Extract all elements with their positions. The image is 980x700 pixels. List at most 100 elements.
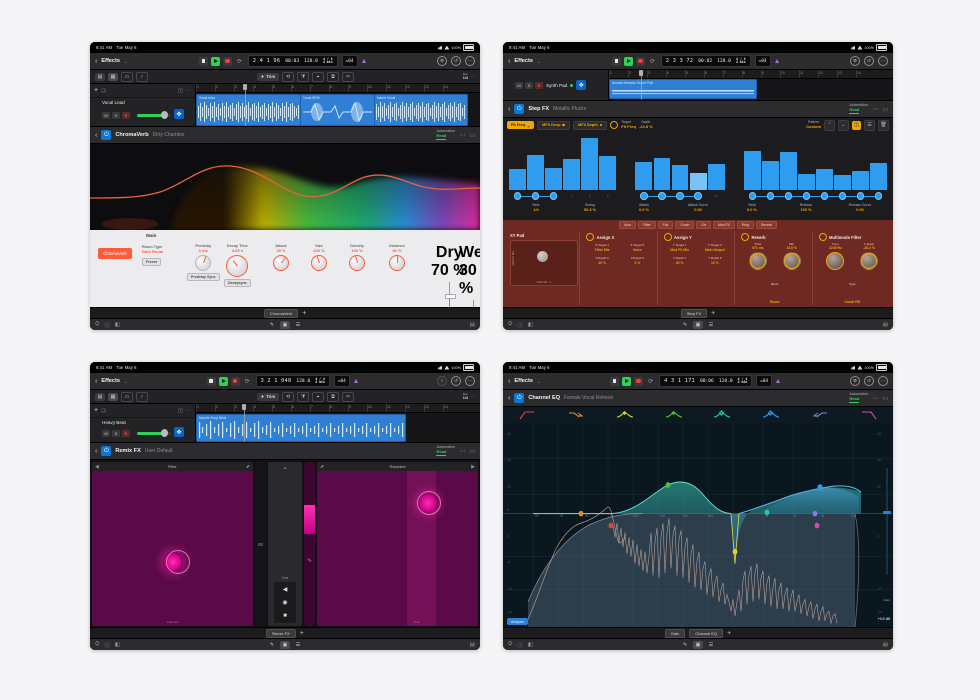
scratch-icon[interactable]: ◉ xyxy=(282,600,288,606)
step-bar[interactable] xyxy=(635,162,653,190)
fx-preset-button[interactable]: Filter xyxy=(638,221,656,229)
metronome-icon[interactable] xyxy=(776,379,781,383)
eq-band-5-bell[interactable] xyxy=(698,409,747,421)
list-icon[interactable]: ☰ xyxy=(295,641,301,648)
back-chevron-icon[interactable]: ‹ xyxy=(508,377,511,385)
repeater-lock-icon[interactable]: ⬈ xyxy=(320,463,325,470)
knob-dial[interactable] xyxy=(349,254,365,271)
editor-view-icon[interactable]: ▦ xyxy=(108,392,118,401)
chain-chip[interactable]: ChromaVerb xyxy=(263,309,299,318)
plugin-back-icon[interactable]: ‹ xyxy=(508,394,511,402)
param-rate[interactable]: Rate 1/4 xyxy=(509,203,563,218)
track-stack-icon[interactable]: ❏ xyxy=(101,407,106,414)
audio-region[interactable]: Needle Drop Beat xyxy=(196,414,406,442)
quick-help-icon[interactable]: ✥ xyxy=(174,109,184,119)
split-view-icon[interactable]: ◫ xyxy=(178,407,183,414)
list-icon[interactable]: ☰ xyxy=(295,321,301,328)
division-display[interactable]: Div 1/4 xyxy=(462,71,469,81)
back-chevron-icon[interactable]: ‹ xyxy=(508,57,511,65)
library-icon[interactable]: ◧ xyxy=(527,321,534,328)
scissors-icon[interactable]: ✂ xyxy=(342,71,355,82)
automation-display[interactable]: Automation Read xyxy=(849,104,868,114)
view-split-icon[interactable]: ◫ xyxy=(852,120,861,130)
cycle-button[interactable]: ⟳ xyxy=(649,58,655,65)
mute-button[interactable]: M xyxy=(515,81,523,89)
pattern-up-icon[interactable]: ⌃ xyxy=(824,119,835,131)
fx-preset-button[interactable]: Auto xyxy=(619,221,637,229)
step-bar[interactable] xyxy=(653,157,671,190)
knob-distance[interactable]: Distance 92 % xyxy=(389,244,405,271)
step-bar[interactable] xyxy=(707,164,725,190)
mute-button[interactable]: M xyxy=(102,111,110,119)
copy-icon[interactable]: ⧉ xyxy=(327,391,340,402)
step-bar[interactable] xyxy=(779,151,797,190)
ruler[interactable]: 1 2 3 4 5 6 7 8 9 10 11 12 13 14 xyxy=(196,84,480,93)
step-node[interactable] xyxy=(780,192,806,200)
settings-icon[interactable]: ⚙ xyxy=(437,56,448,66)
track-row[interactable]: M S R Synth Pad ✥ xyxy=(503,70,608,100)
plugin-prev-icon[interactable]: ⋯ xyxy=(872,106,879,113)
eq-band-8-lowpass[interactable] xyxy=(844,410,893,421)
automation-display[interactable]: Automation Read xyxy=(436,130,455,140)
param-swing[interactable]: Swing 50.3 % xyxy=(563,203,617,218)
keyboard-icon[interactable]: ▤ xyxy=(882,321,888,328)
metronome-icon[interactable] xyxy=(774,59,779,63)
param-attack-curve[interactable]: Attack Curve 0.00 xyxy=(671,203,725,218)
plugin-compare-icon[interactable]: ▭ xyxy=(882,395,888,402)
list-icon[interactable]: ☰ xyxy=(708,641,714,648)
stop-button[interactable] xyxy=(611,56,621,66)
knob-decay-time[interactable]: Decay Time 4.65 s Decaysync xyxy=(224,244,251,287)
automation-display[interactable]: Automation Read xyxy=(849,393,868,403)
reverb-mode[interactable]: Mode Room xyxy=(741,272,809,308)
add-plugin-button[interactable]: + xyxy=(711,310,716,317)
division-display[interactable]: Div 1/4 xyxy=(462,391,469,401)
play-button[interactable] xyxy=(623,56,633,66)
transport-display[interactable]: 3 2 1 040 128.0 4 / 4 4 min xyxy=(255,375,330,387)
filter-left-icon[interactable]: ◀ xyxy=(95,463,99,470)
automation-icon[interactable]: ∕ xyxy=(136,391,148,402)
cycle-button[interactable]: ⟳ xyxy=(648,378,654,385)
knob-attack[interactable]: Attack 25 % xyxy=(273,244,289,271)
step-bar[interactable] xyxy=(671,165,689,190)
y-target-2[interactable]: Y Target 2 Main Output xyxy=(699,243,731,252)
xy-pad[interactable]: Mod FX Mix Filter Mix - 1 xyxy=(510,240,578,286)
settings-icon[interactable]: ⚙ xyxy=(850,376,860,386)
step-node[interactable] xyxy=(870,192,887,200)
y-depth-2[interactable]: Y Depth 2 10 % xyxy=(699,256,731,265)
library-icon[interactable]: ◧ xyxy=(527,641,534,648)
timeline[interactable]: 1 2 3 4 5 6 7 8 9 10 11 12 13 14 xyxy=(196,84,480,126)
stop-icon[interactable]: ■ xyxy=(283,612,287,619)
play-button[interactable] xyxy=(622,376,632,386)
keyboard-icon[interactable]: ▤ xyxy=(469,321,475,328)
solo-button[interactable]: S xyxy=(525,81,533,89)
transport-display[interactable]: 2 3 3 72 00:02 128.0 4 / 4 4 min xyxy=(660,55,751,67)
playhead-handle[interactable] xyxy=(639,70,643,76)
knob-dial[interactable] xyxy=(195,254,212,271)
playhead-handle[interactable] xyxy=(242,404,246,410)
gain-display[interactable]: Gain +0.5 dB xyxy=(878,587,890,625)
title-chevron-icon[interactable]: ⌄ xyxy=(537,58,541,64)
info-icon[interactable]: ⓘ xyxy=(517,642,523,649)
add-plugin-button[interactable]: + xyxy=(302,310,307,317)
record-button[interactable] xyxy=(635,56,645,66)
more-icon[interactable]: ⋯ xyxy=(878,56,889,66)
knob-dial[interactable] xyxy=(826,252,845,271)
metronome-icon[interactable] xyxy=(361,59,366,63)
library-icon[interactable]: ◧ xyxy=(114,321,121,328)
undo-icon[interactable]: ↺ xyxy=(864,56,875,66)
step-bar[interactable] xyxy=(545,167,562,190)
more-secondary-icon[interactable]: ⋯ xyxy=(471,394,476,399)
plugin-power-button[interactable]: ⏻ xyxy=(514,393,525,403)
record-enable-button[interactable]: R xyxy=(535,81,543,89)
copy-icon[interactable]: ⧉ xyxy=(327,71,340,82)
back-chevron-icon[interactable]: ‹ xyxy=(95,57,98,65)
stop-button[interactable] xyxy=(198,56,208,66)
chain-chip[interactable]: Remix FX xyxy=(266,629,296,638)
cycle-tool-icon[interactable]: ⟲ xyxy=(282,391,295,402)
pattern-down-icon[interactable]: ⌄ xyxy=(838,119,849,131)
record-enable-button[interactable]: R xyxy=(122,429,130,437)
slider-dry[interactable]: Dry 70 % xyxy=(431,244,467,318)
left-handle-strip[interactable] xyxy=(255,462,266,626)
chain-chip-gain[interactable]: Gain xyxy=(664,629,686,638)
